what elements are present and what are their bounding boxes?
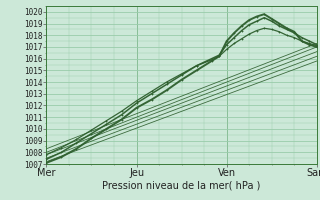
- X-axis label: Pression niveau de la mer( hPa ): Pression niveau de la mer( hPa ): [102, 181, 261, 191]
